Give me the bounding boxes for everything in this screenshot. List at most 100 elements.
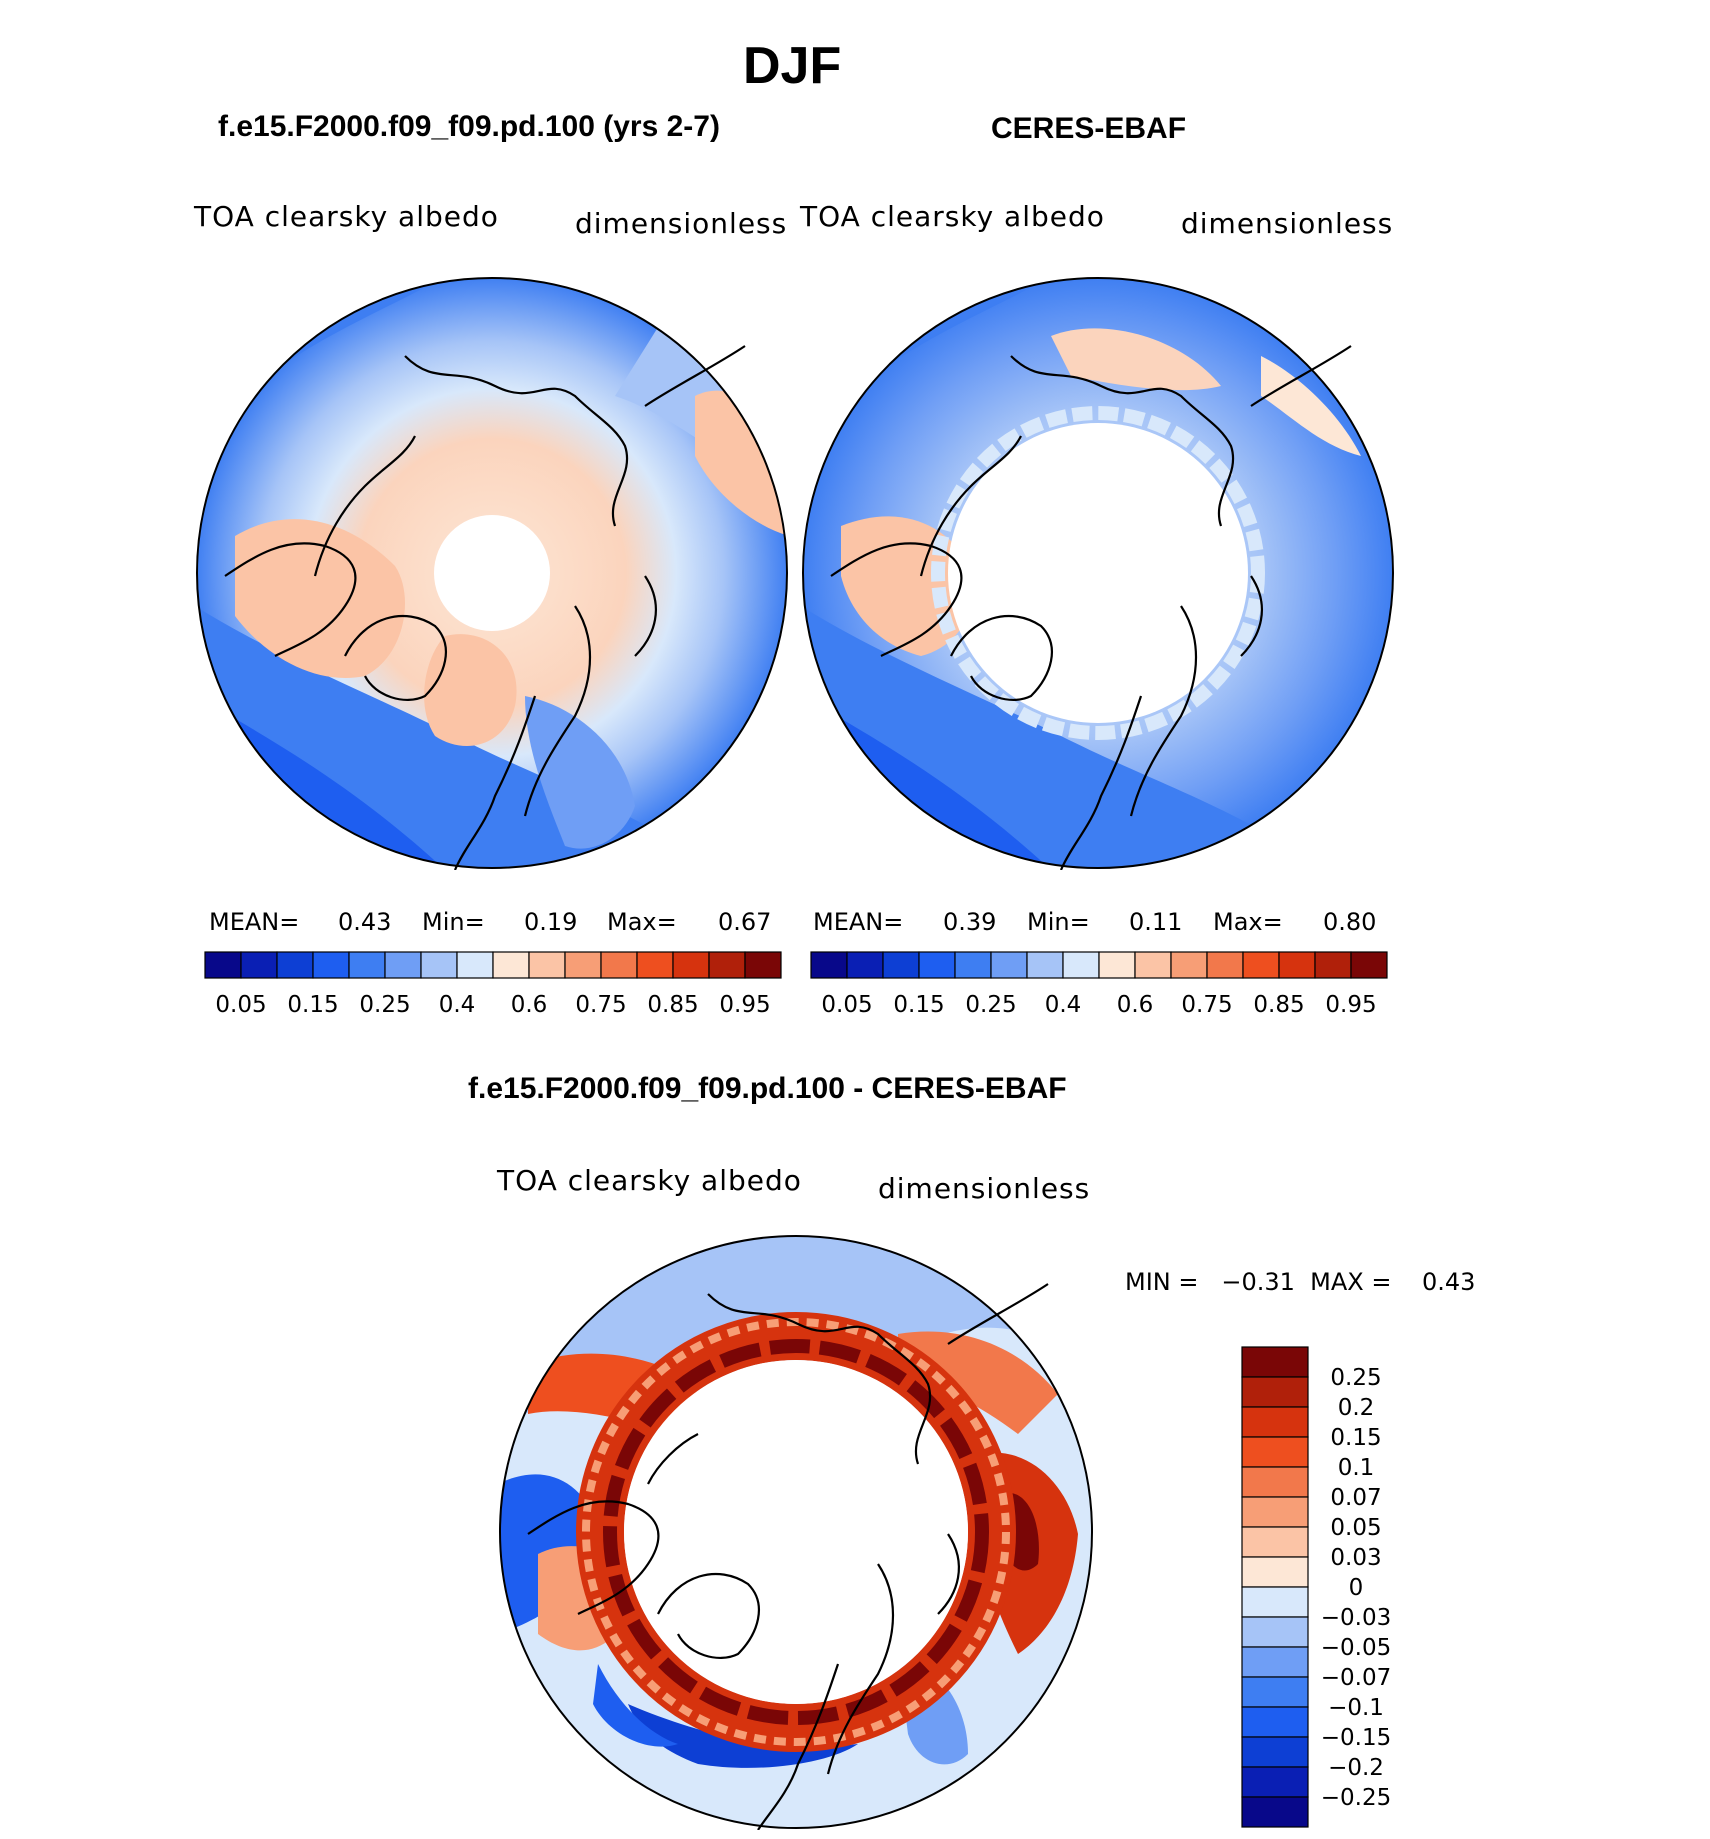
panel3-colorbar-tick-label: 0.2: [1338, 1395, 1375, 1421]
panel1-colorbar-swatch-7: [456, 951, 494, 979]
panel3-colorbar-swatch-4: [1241, 1466, 1309, 1498]
panel1-colorbar-tick-label: 0.95: [719, 992, 770, 1018]
panel3-colorbar-tick-label: 0.05: [1330, 1515, 1381, 1541]
panel3-colorbar-tick-label: 0.1: [1338, 1455, 1375, 1481]
panel1-colorbar: 0.05 0.15 0.25 0.4 0.6 0.75 0.85 0.95: [204, 951, 782, 1018]
panel1-colorbar-tick-label: 0.05: [215, 992, 266, 1018]
panel2-polar-map: [802, 277, 1394, 870]
panel2-units: dimensionless: [1181, 207, 1394, 240]
panel3-colorbar-swatch-6: [1241, 1526, 1309, 1558]
panel2-colorbar-swatch-14: [1314, 951, 1352, 979]
panel2-colorbar-tick-label: 0.75: [1181, 992, 1232, 1018]
panel2-colorbar-swatch-11: [1206, 951, 1244, 979]
panel3-colorbar-swatch-7: [1241, 1556, 1309, 1588]
panel2-colorbar-swatch-1: [846, 951, 884, 979]
panel3-colorbar-tick-label: −0.1: [1328, 1695, 1384, 1721]
panel2-colorbar-swatch-15: [1350, 951, 1388, 979]
panel3-units: dimensionless: [878, 1172, 1091, 1205]
panel2-colorbar-swatch-6: [1026, 951, 1064, 979]
panel2-colorbar-tick-label: 0.95: [1325, 992, 1376, 1018]
panel3-colorbar-swatch-5: [1241, 1496, 1309, 1528]
panel1-min-value: 0.19: [524, 908, 578, 936]
panel2-mean-label: MEAN=: [813, 908, 904, 936]
panel3-colorbar-swatch-9: [1241, 1616, 1309, 1648]
panel3-colorbar-tick-label: −0.05: [1321, 1635, 1391, 1661]
panel1-colorbar-swatch-10: [564, 951, 602, 979]
panel1-colorbar-swatch-5: [384, 951, 422, 979]
panel1-colorbar-tick-label: 0.6: [511, 992, 548, 1018]
panel2-colorbar-swatch-13: [1278, 951, 1316, 979]
panel2-colorbar-tick-label: 0.25: [965, 992, 1016, 1018]
panel3-colorbar-tick-label: −0.07: [1321, 1665, 1391, 1691]
panel1-mean-label: MEAN=: [209, 908, 300, 936]
panel1-colorbar-swatch-9: [528, 951, 566, 979]
panel2-colorbar-swatch-9: [1134, 951, 1172, 979]
panel1-max-value: 0.67: [718, 908, 772, 936]
panel3-colorbar-tick-label: −0.03: [1321, 1605, 1391, 1631]
panel3-colorbar-swatch-12: [1241, 1706, 1309, 1738]
panel3-colorbar-swatch-2: [1241, 1406, 1309, 1438]
panel1-polar-map: [196, 277, 788, 870]
panel3-variable: TOA clearsky albedo: [497, 1164, 802, 1197]
panel2-colorbar-tick-label: 0.6: [1117, 992, 1154, 1018]
panel3-case-title: f.e15.F2000.f09_f09.pd.100 - CERES-EBAF: [468, 1072, 1067, 1105]
panel1-colorbar-swatch-2: [276, 951, 314, 979]
panel2-colorbar-swatch-7: [1062, 951, 1100, 979]
panel2-colorbar-swatch-8: [1098, 951, 1136, 979]
panel2-colorbar-swatch-0: [810, 951, 848, 979]
panel1-colorbar-swatch-8: [492, 951, 530, 979]
panel3-colorbar-swatch-3: [1241, 1436, 1309, 1468]
panel3-colorbar-tick-label: 0.07: [1330, 1485, 1381, 1511]
panel2-max-value: 0.80: [1323, 908, 1377, 936]
panel1-variable: TOA clearsky albedo: [194, 200, 499, 233]
panel2-max-label: Max=: [1213, 908, 1283, 936]
panel1-colorbar-swatch-13: [672, 951, 710, 979]
panel1-colorbar-tick-label: 0.75: [575, 992, 626, 1018]
panel1-colorbar-swatch-12: [636, 951, 674, 979]
panel3-colorbar-swatch-11: [1241, 1676, 1309, 1708]
panel3-colorbar-tick-label: −0.15: [1321, 1725, 1391, 1751]
panel1-colorbar-swatch-0: [204, 951, 242, 979]
panel3-colorbar-tick-label: −0.25: [1321, 1785, 1391, 1811]
panel3-colorbar-tick-label: 0: [1349, 1575, 1364, 1601]
panel1-colorbar-tick-label: 0.85: [647, 992, 698, 1018]
panel3-colorbar-swatch-8: [1241, 1586, 1309, 1618]
panel3-colorbar-tick-label: 0.15: [1330, 1425, 1381, 1451]
panel3-colorbar-tick-label: 0.25: [1330, 1365, 1381, 1391]
panel2-colorbar-tick-label: 0.15: [893, 992, 944, 1018]
panel3-colorbar-tick-label: 0.03: [1330, 1545, 1381, 1571]
panel2-mean-value: 0.39: [943, 908, 997, 936]
panel2-colorbar-tick-label: 0.4: [1045, 992, 1082, 1018]
panel2-case-title: CERES-EBAF: [991, 112, 1187, 145]
panel2-min-label: Min=: [1027, 908, 1090, 936]
panel3-polar-map: [499, 1235, 1093, 1830]
panel3-colorbar-swatch-14: [1241, 1766, 1309, 1798]
panel1-max-label: Max=: [607, 908, 677, 936]
panel2-colorbar-swatch-4: [954, 951, 992, 979]
panel1-colorbar-swatch-1: [240, 951, 278, 979]
panel1-colorbar-swatch-4: [348, 951, 386, 979]
panel3-colorbar-swatch-10: [1241, 1646, 1309, 1678]
panel3-colorbar-swatch-1: [1241, 1376, 1309, 1408]
panel2-colorbar-swatch-10: [1170, 951, 1208, 979]
panel2-colorbar-swatch-5: [990, 951, 1028, 979]
panel3-colorbar: 0.25 0.2 0.15 0.1 0.07 0.05 0.03 0 −0.03 −0.05 −0.…: [1241, 1346, 1391, 1828]
panel3-colorbar-swatch-0: [1241, 1346, 1309, 1378]
panel1-colorbar-swatch-15: [744, 951, 782, 979]
panel3-colorbar-tick-label: −0.2: [1328, 1755, 1384, 1781]
panel2-variable: TOA clearsky albedo: [800, 200, 1105, 233]
panel3-colorbar-swatch-13: [1241, 1736, 1309, 1768]
panel1-colorbar-swatch-6: [420, 951, 458, 979]
panel2-colorbar-swatch-3: [918, 951, 956, 979]
panel3-colorbar-swatch-15: [1241, 1796, 1309, 1828]
panel1-colorbar-tick-label: 0.15: [287, 992, 338, 1018]
panel1-min-label: Min=: [422, 908, 485, 936]
panel2-colorbar-swatch-2: [882, 951, 920, 979]
panel2-colorbar-swatch-12: [1242, 951, 1280, 979]
panel1-colorbar-tick-label: 0.4: [439, 992, 476, 1018]
panel3-min-max: MIN = −0.31 MAX = 0.43: [1125, 1268, 1476, 1296]
panel1-colorbar-swatch-14: [708, 951, 746, 979]
panel1-mean-value: 0.43: [338, 908, 392, 936]
panel2-colorbar-tick-label: 0.05: [821, 992, 872, 1018]
panel2-colorbar-tick-label: 0.85: [1253, 992, 1304, 1018]
